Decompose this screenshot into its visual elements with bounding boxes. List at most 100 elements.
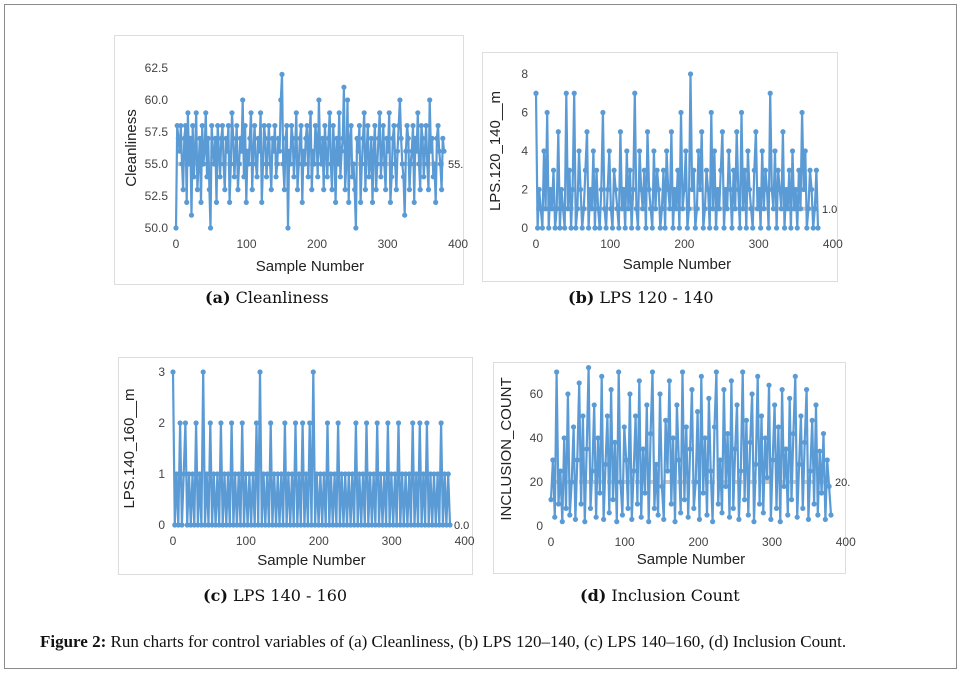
x-tick-label: 0	[548, 535, 555, 549]
data-point	[296, 471, 302, 477]
data-point	[410, 420, 416, 426]
data-point	[190, 123, 196, 129]
chart-inclusion-count: 0 100 200 300 400 0 20 40 60 Sample Number INCL…	[493, 362, 856, 574]
data-point	[344, 97, 351, 103]
data-point	[675, 167, 681, 173]
data-point	[569, 479, 575, 485]
data-point	[581, 206, 587, 212]
data-point	[342, 187, 348, 193]
data-point	[366, 174, 372, 180]
data-point	[261, 123, 267, 129]
data-point	[584, 446, 590, 452]
data-point	[721, 387, 727, 393]
data-point	[377, 110, 383, 116]
data-point	[265, 148, 271, 154]
data-point	[793, 186, 799, 193]
data-point	[421, 174, 427, 180]
data-point	[759, 148, 765, 154]
data-point	[192, 148, 198, 154]
data-point	[415, 110, 421, 116]
y-tick-label: 52.5	[145, 189, 169, 203]
data-point	[614, 519, 620, 525]
data-point	[732, 446, 738, 452]
data-point	[418, 123, 424, 129]
data-point	[611, 167, 617, 173]
data-point	[347, 135, 353, 141]
data-point	[711, 424, 718, 430]
data-point	[544, 109, 550, 116]
data-point	[670, 435, 676, 441]
data-point	[231, 174, 237, 180]
data-point	[604, 413, 610, 419]
data-point	[354, 135, 360, 141]
data-point	[610, 497, 616, 503]
subcaption-letter: (a)	[205, 288, 231, 307]
data-point	[707, 225, 713, 231]
data-point	[327, 110, 333, 116]
data-point	[670, 225, 676, 231]
data-point	[191, 174, 197, 180]
data-point	[338, 148, 345, 154]
data-point	[678, 510, 684, 516]
data-point	[810, 225, 816, 231]
data-point	[360, 135, 366, 141]
data-point	[557, 225, 563, 231]
data-point	[574, 457, 580, 463]
data-point	[738, 109, 745, 116]
data-point	[630, 186, 636, 193]
chart-cleanliness: 0 100 200 300 400 50.0 52.5 55.0 57.5 60.0 62.5 S…	[114, 35, 468, 285]
data-point	[582, 519, 588, 525]
data-point	[386, 110, 392, 116]
data-point	[414, 148, 420, 154]
data-point	[257, 110, 264, 116]
data-point	[668, 501, 674, 507]
data-point	[353, 225, 359, 231]
data-point	[719, 510, 725, 516]
data-point	[629, 516, 635, 522]
data-point	[244, 148, 251, 154]
data-point	[302, 161, 308, 167]
data-point	[683, 424, 689, 430]
data-point	[399, 161, 405, 167]
data-point	[791, 206, 797, 212]
data-point	[708, 468, 714, 474]
data-point	[285, 225, 291, 231]
data-point	[668, 129, 675, 135]
data-point	[790, 431, 797, 437]
data-point	[359, 161, 365, 167]
data-point	[293, 110, 299, 116]
data-point	[703, 167, 710, 173]
y-tick-label: 4	[521, 144, 528, 158]
data-point	[625, 505, 631, 511]
data-point	[779, 387, 785, 393]
data-point	[715, 501, 721, 507]
data-point	[642, 490, 648, 496]
data-point	[719, 129, 726, 135]
data-point	[225, 471, 231, 477]
data-point	[777, 186, 783, 193]
data-point	[408, 161, 414, 167]
data-point	[684, 225, 690, 231]
data-point	[385, 420, 391, 426]
data-point	[697, 186, 703, 193]
x-tick-label: 100	[615, 535, 635, 549]
data-point	[799, 109, 805, 116]
data-point	[613, 186, 619, 193]
data-point	[828, 512, 834, 518]
data-point	[649, 225, 655, 231]
data-point	[625, 206, 632, 212]
data-point	[335, 420, 341, 426]
data-point	[573, 225, 579, 231]
data-point	[661, 516, 667, 522]
data-point	[447, 522, 453, 528]
data-point	[634, 501, 641, 507]
data-point	[813, 402, 819, 408]
data-point	[663, 417, 669, 423]
data-point	[601, 516, 607, 522]
data-point	[228, 420, 235, 426]
data-point	[349, 471, 355, 477]
data-point	[666, 378, 672, 384]
data-point	[751, 167, 757, 173]
data-point	[303, 471, 309, 477]
data-point	[248, 110, 254, 116]
